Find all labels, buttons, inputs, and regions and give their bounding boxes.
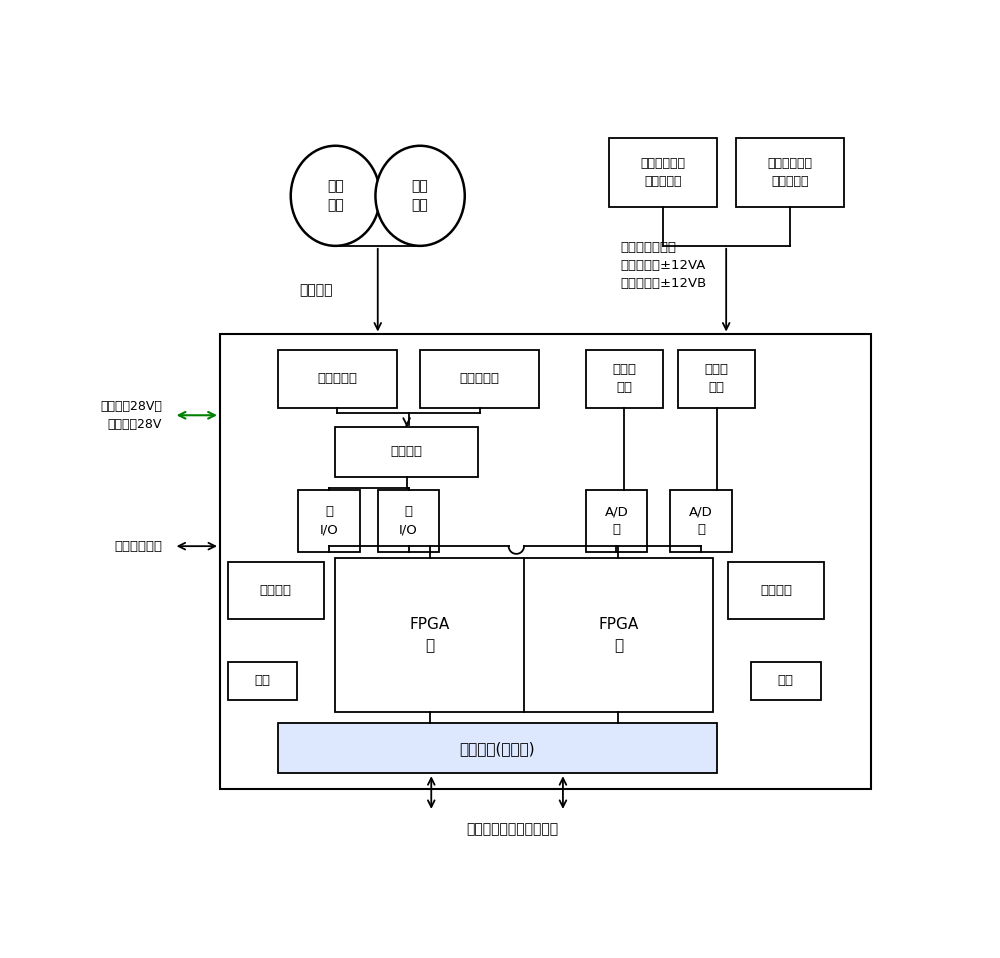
Text: FPGA
备: FPGA 备 [598,617,639,652]
Bar [378,490,439,552]
Bar [298,490,360,552]
Text: 晶振: 晶振 [778,674,794,688]
Text: 内接插件(内总线): 内接插件(内总线) [459,741,535,756]
Text: 主
I/O: 主 I/O [320,505,339,536]
Text: 双机通讯接口、控制接口: 双机通讯接口、控制接口 [466,823,559,836]
Text: 地面调试接口: 地面调试接口 [114,539,162,553]
Bar [420,350,539,407]
Text: 电机三相: 电机三相 [299,284,333,297]
Text: FPGA
主: FPGA 主 [410,617,450,652]
Bar [228,561,324,619]
Text: 三相桥电路: 三相桥电路 [317,373,357,385]
Text: 继电器电路: 继电器电路 [460,373,500,385]
Bar [670,490,732,552]
Bar [335,558,713,712]
Bar [220,334,871,788]
Text: 模拟前
端备: 模拟前 端备 [705,363,729,394]
Text: A/D
备: A/D 备 [689,505,713,536]
Ellipse shape [375,146,465,246]
Text: 二次电源: 二次电源 [760,584,792,597]
Text: 伺服
电机: 伺服 电机 [412,179,428,213]
Text: 晶振: 晶振 [254,674,270,688]
Text: 二次电源: 二次电源 [260,584,292,597]
Text: 伺服机构反馈
器、制动器: 伺服机构反馈 器、制动器 [767,157,812,188]
Ellipse shape [291,146,380,246]
Bar [278,350,397,407]
Bar [278,723,717,773]
Text: 伺服机构反馈
器、制动器: 伺服机构反馈 器、制动器 [640,157,685,188]
Bar [609,138,717,207]
Text: 机构制动器供电
主反馈供电±12VA
备反馈供电±12VB: 机构制动器供电 主反馈供电±12VA 备反馈供电±12VB [620,240,707,289]
Bar [228,662,297,700]
Bar [335,427,478,477]
Bar [678,350,755,407]
Bar [586,350,663,407]
Bar [728,561,824,619]
Text: 伺服
电机: 伺服 电机 [327,179,344,213]
Bar [736,138,844,207]
Text: A/D
主: A/D 主 [605,505,628,536]
Text: 切换电路: 切换电路 [391,445,423,458]
Bar [751,662,820,700]
Bar [586,490,647,552]
Text: 备
I/O: 备 I/O [399,505,418,536]
Text: 控制电源28V、
执行电源28V: 控制电源28V、 执行电源28V [100,399,162,431]
Text: 模拟前
端主: 模拟前 端主 [612,363,636,394]
